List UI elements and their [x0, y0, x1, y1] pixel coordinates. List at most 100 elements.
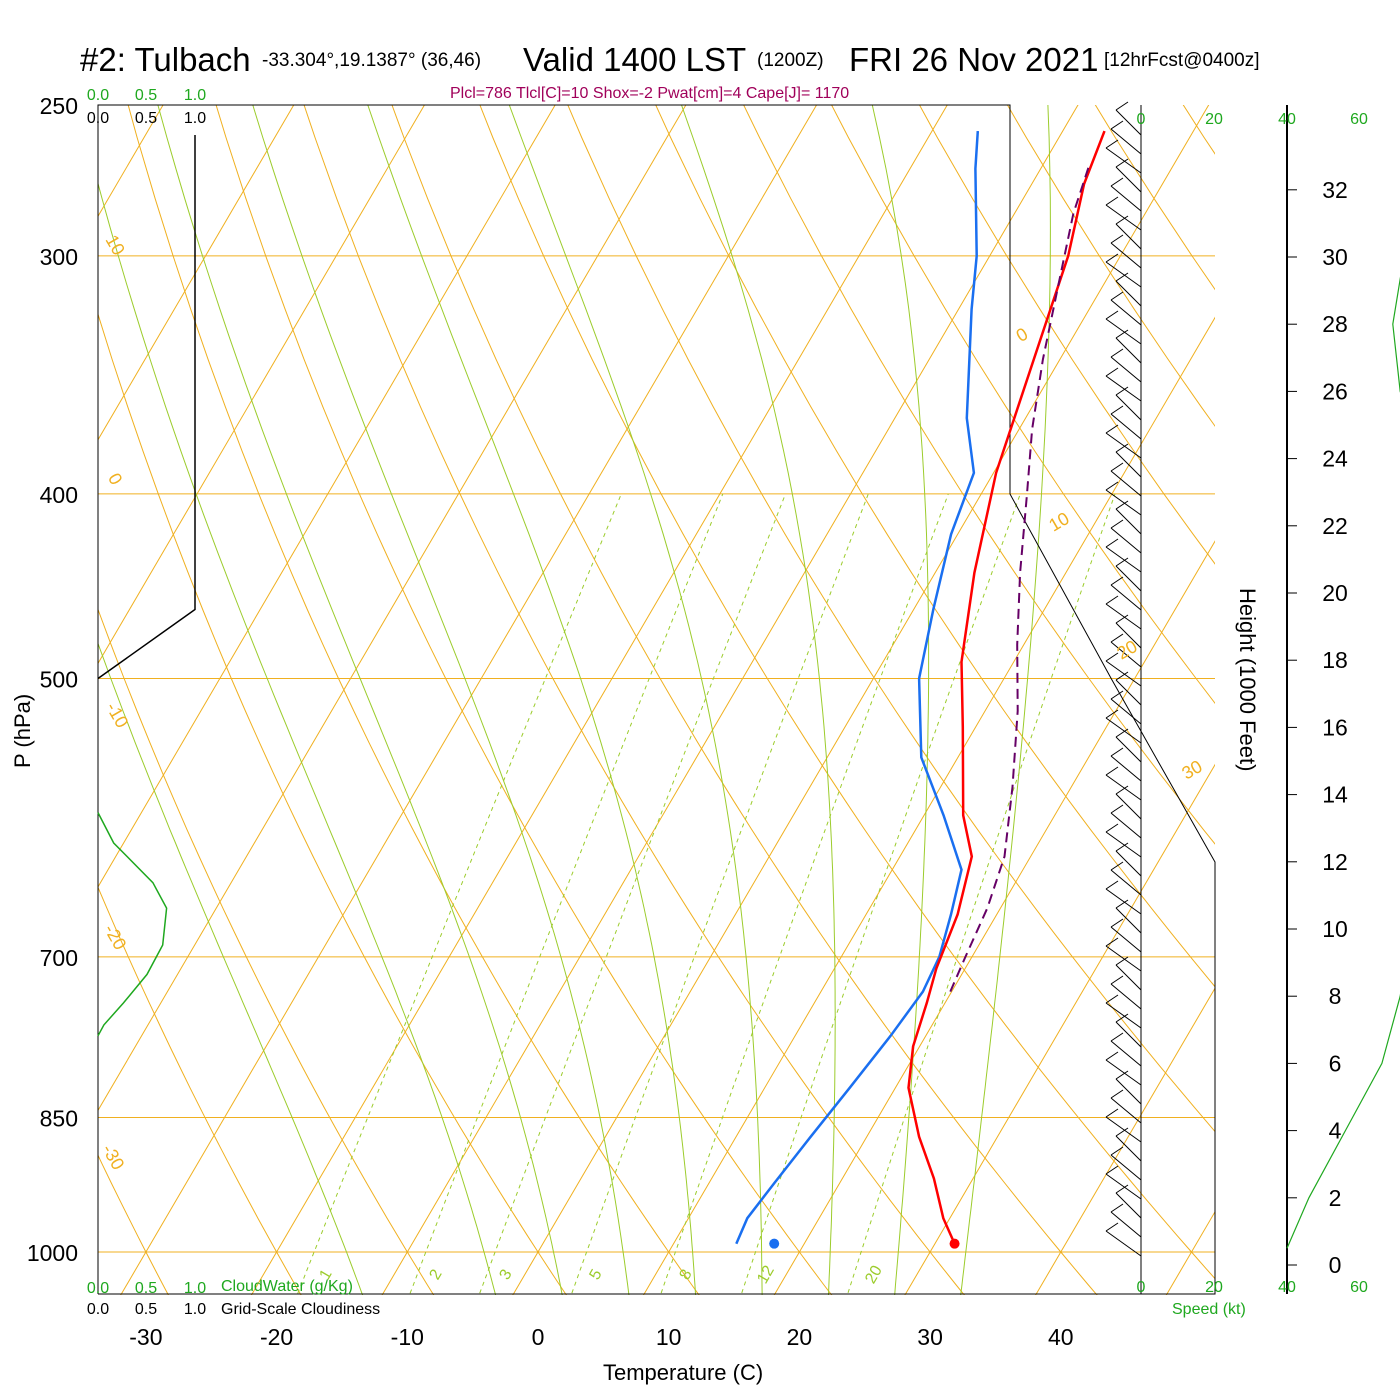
height-tick-label: 28 — [1322, 311, 1348, 337]
mixing-ratio-line — [659, 493, 949, 1295]
height-tick-label: 4 — [1329, 1118, 1342, 1144]
wind-barb-flag — [1110, 120, 1124, 130]
wind-barb-staff — [1105, 261, 1142, 288]
wind-barb-flag — [1115, 101, 1129, 111]
cloud-scale-label: 1.0 — [184, 87, 206, 104]
wind-barb-flag — [1110, 804, 1124, 814]
isotherm — [1165, 1210, 1215, 1295]
wind-barb-staff — [1105, 1116, 1142, 1143]
wind-barb — [1110, 519, 1142, 554]
height-tick-label: 14 — [1322, 782, 1348, 808]
wind-barb-flag — [1110, 1032, 1124, 1042]
wind-barb-staff — [1115, 679, 1142, 706]
height-tick-label: 2 — [1329, 1185, 1342, 1211]
wind-barb — [1110, 291, 1142, 326]
pressure-tick-label: 850 — [40, 1106, 78, 1132]
isotherm-label: -30 — [98, 1141, 128, 1174]
wind-speed-tick-label: 40 — [1278, 111, 1296, 128]
wind-barb-flag — [1105, 538, 1119, 548]
height-tick-label: 24 — [1322, 446, 1348, 472]
height-tick-label: 32 — [1322, 177, 1348, 203]
wind-barb-staff — [1105, 489, 1142, 516]
wind-barb-flag — [1105, 766, 1119, 776]
wind-barb-flag — [1110, 633, 1124, 643]
pressure-tick-label: 400 — [40, 482, 78, 508]
wind-barb-staff — [1115, 1192, 1142, 1219]
temperature-tick-label: -20 — [260, 1324, 293, 1350]
mixing-ratio-line — [296, 493, 622, 1295]
cloud-scale-label: 0.0 — [87, 110, 109, 127]
wind-barb-staff — [1110, 1211, 1142, 1238]
pressure-tick-label: 1000 — [27, 1240, 78, 1266]
wind-barb — [1115, 557, 1142, 592]
zulu-time: (1200Z) — [757, 50, 824, 71]
height-tick-label: 18 — [1322, 647, 1348, 673]
wind-barb-staff — [1110, 413, 1142, 440]
wind-barb-staff — [1115, 508, 1142, 535]
wind-barb — [1110, 576, 1142, 611]
wind-barb — [1115, 215, 1142, 250]
wind-barb — [1105, 766, 1142, 801]
wind-barb-flag — [1110, 234, 1124, 244]
wind-barb-staff — [1110, 584, 1142, 611]
isotherm-label: 10 — [102, 231, 129, 258]
wind-barbs — [1105, 101, 1142, 1257]
wind-barb-staff — [1115, 109, 1142, 136]
temperature-tick-label: 20 — [787, 1324, 813, 1350]
wind-barb — [1115, 1184, 1142, 1219]
wind-barb-staff — [1110, 926, 1142, 953]
isotherm-label: -10 — [102, 699, 132, 732]
wind-barb-staff — [1105, 147, 1142, 174]
wind-barb-staff — [1115, 451, 1142, 478]
wind-barb-flag — [1105, 937, 1119, 947]
wind-barb — [1105, 367, 1142, 402]
mixing-ratio-line — [846, 493, 1116, 1295]
height-tick-label: 16 — [1322, 714, 1348, 740]
mixing-ratio-label: 12 — [754, 1263, 778, 1287]
dewpoint-line — [735, 131, 980, 1245]
isotherm-label: 0 — [1013, 324, 1032, 346]
wind-barb — [1115, 785, 1142, 820]
wind-barb-flag — [1110, 576, 1124, 586]
wind-barb — [1110, 633, 1142, 668]
wind-speed-label: Speed (kt) — [1172, 1301, 1246, 1318]
wind-barb-staff — [1105, 204, 1142, 231]
cloud-scales: 0.0 0.5 1.0 0.0 0.5 1.0 0.0 0.5 1.0 0.0 0.5 1.0 — [87, 87, 206, 1318]
wind-barb-staff — [1115, 736, 1142, 763]
wind-barb-staff — [1115, 964, 1142, 991]
wind-speed-tick-label: 20 — [1205, 1279, 1223, 1296]
wind-barb-flag — [1115, 329, 1129, 339]
wind-speed-tick-label: 0 — [1137, 111, 1146, 128]
dry-adiabat — [918, 105, 1215, 565]
height-profile-line — [1286, 276, 1400, 1249]
wind-barb — [1115, 956, 1142, 991]
wind-barb-staff — [1105, 774, 1142, 801]
wind-barb — [1115, 158, 1142, 193]
mixing-ratio-line — [408, 493, 724, 1295]
wind-barb-staff — [1115, 793, 1142, 820]
height-tick-label: 6 — [1329, 1050, 1342, 1076]
wind-barb-staff — [1105, 432, 1142, 459]
mixing-ratio-label: 5 — [587, 1267, 606, 1283]
wind-barb — [1115, 1070, 1142, 1105]
wind-barb — [1110, 1146, 1142, 1181]
dry-adiabat — [831, 105, 1215, 704]
isotherm — [98, 105, 426, 665]
wind-barb-staff — [1105, 717, 1142, 744]
dry-adiabat — [127, 105, 700, 1295]
wind-barb-flag — [1110, 1146, 1124, 1156]
wind-barb — [1105, 880, 1142, 915]
wind-barb — [1110, 462, 1142, 497]
isotherm-label: 0 — [104, 470, 126, 489]
wind-barb — [1115, 500, 1142, 535]
wind-barb-staff — [1110, 983, 1142, 1010]
wind-barb-flag — [1115, 728, 1129, 738]
wind-barb — [1110, 348, 1142, 383]
isotherm — [250, 105, 948, 1295]
wind-barb-staff — [1105, 603, 1142, 630]
temperature-axis: -30 -20 -10 0 10 20 30 40 — [129, 1324, 1073, 1350]
wind-barb-staff — [1110, 185, 1142, 212]
moist-adiabat — [960, 105, 1051, 1295]
